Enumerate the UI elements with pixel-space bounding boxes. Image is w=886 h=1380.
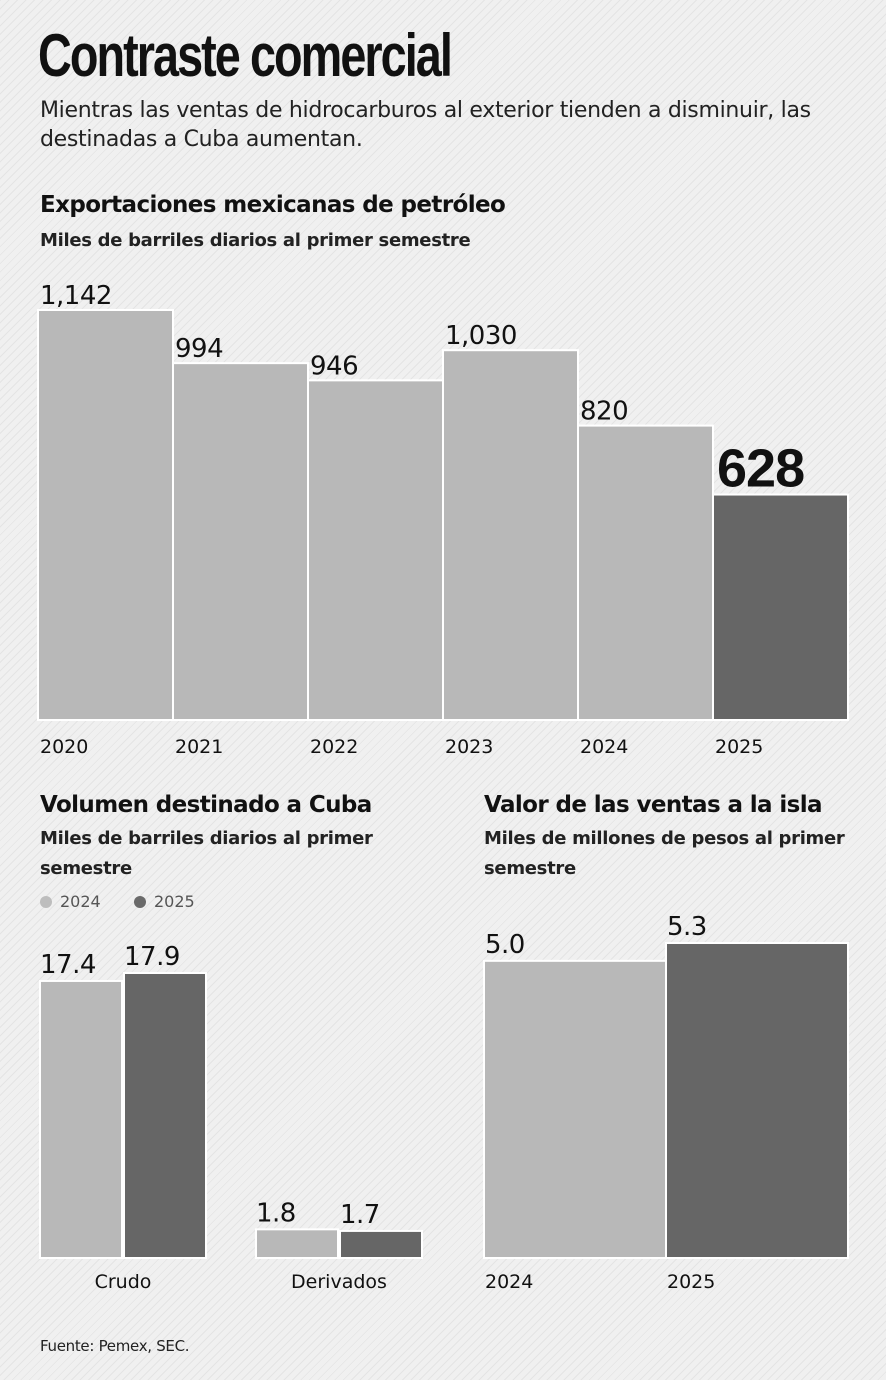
exports-value-label-2023: 1,030 — [445, 321, 517, 351]
cuba-volume-value-label-derivados-2025: 1.7 — [340, 1200, 380, 1230]
cuba-value-bar-2024 — [483, 959, 667, 1259]
exports-value-label-2021: 994 — [175, 334, 223, 364]
exports-year-label-2022: 2022 — [310, 736, 358, 758]
exports-year-label-2023: 2023 — [445, 736, 493, 758]
page-title: Contraste comercial — [38, 22, 453, 89]
exports-bar-2022 — [307, 379, 444, 721]
cuba-volume-bar-crudo-2024 — [39, 979, 123, 1259]
cuba-volume-chart-unit: Miles de barriles diarios al primer seme… — [40, 828, 373, 879]
source-note: Fuente: Pemex, SEC. — [40, 1337, 190, 1355]
cuba-value-chart-title: Valor de las ventas a la isla — [484, 792, 823, 818]
exports-chart-unit: Miles de barriles diarios al primer seme… — [40, 230, 471, 251]
cuba-value-value-label-2024: 5.0 — [485, 930, 525, 960]
exports-value-label-2025: 628 — [717, 439, 804, 499]
legend-dot-2025-icon — [134, 895, 146, 908]
exports-bar-2025 — [712, 493, 849, 721]
cuba-volume-category-label-crudo: Crudo — [95, 1271, 152, 1293]
cuba-volume-value-label-derivados-2024: 1.8 — [256, 1198, 296, 1228]
cuba-value-year-label-2024: 2024 — [485, 1271, 533, 1293]
cuba-volume-bar-derivados-2025 — [339, 1229, 423, 1260]
page-subtitle: Mientras las ventas de hidrocarburos al … — [40, 98, 811, 152]
cuba-volume-bar-crudo-2025 — [123, 972, 207, 1259]
cuba-value-chart-unit: Miles de millones de pesos al primer sem… — [484, 828, 845, 879]
cuba-volume-value-label-crudo-2024: 17.4 — [40, 950, 96, 980]
legend-dot-2024-icon — [40, 895, 52, 908]
legend-item-2025: 2025 — [134, 892, 195, 911]
exports-year-label-2025: 2025 — [715, 736, 763, 758]
cuba-volume-category-label-derivados: Derivados — [291, 1271, 387, 1293]
exports-bar-2020 — [37, 309, 174, 721]
legend-label-2025: 2025 — [154, 892, 195, 911]
cuba-value-bar-2025 — [665, 942, 849, 1259]
exports-value-label-2024: 820 — [580, 397, 628, 427]
exports-value-label-2020: 1,142 — [40, 281, 112, 311]
cuba-volume-bar-derivados-2024 — [255, 1228, 339, 1260]
legend-label-2024: 2024 — [60, 892, 101, 911]
cuba-value-year-label-2025: 2025 — [667, 1271, 715, 1293]
exports-year-label-2024: 2024 — [580, 736, 628, 758]
exports-bar-2021 — [172, 362, 309, 721]
exports-chart-title: Exportaciones mexicanas de petróleo — [40, 192, 506, 218]
exports-year-label-2020: 2020 — [40, 736, 88, 758]
exports-year-label-2021: 2021 — [175, 736, 223, 758]
exports-bar-2024 — [577, 424, 714, 721]
cuba-volume-chart-title: Volumen destinado a Cuba — [40, 792, 372, 818]
legend-item-2024: 2024 — [40, 892, 101, 911]
cuba-value-value-label-2025: 5.3 — [667, 912, 707, 942]
exports-value-label-2022: 946 — [310, 351, 358, 381]
cuba-volume-value-label-crudo-2025: 17.9 — [124, 942, 180, 972]
exports-bar-2023 — [442, 349, 579, 721]
